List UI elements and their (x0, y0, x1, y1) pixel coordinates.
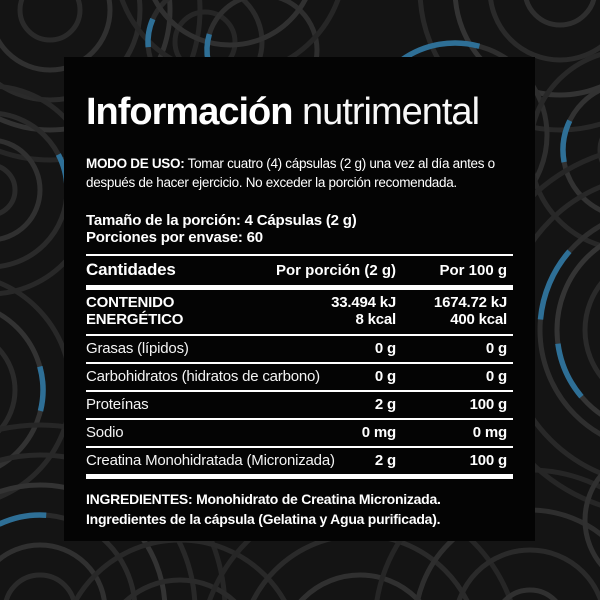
ingredients-text-line1: Monohidrato de Creatina Micronizada. (196, 490, 441, 507)
usage-label: MODO DE USO: (86, 155, 185, 171)
servings-per-container: Porciones por envase: 60 (86, 229, 263, 247)
ingredients-text-line2: Ingredientes de la cápsula (Gelatina y A… (86, 510, 441, 527)
usage-instructions: MODO DE USO: Tomar cuatro (4) cápsulas (… (86, 154, 513, 193)
table-row-creatine: Creatina Monohidratada (Micronizada) 2 g… (86, 448, 513, 479)
ingredients-section: INGREDIENTES: Monohidrato de Creatina Mi… (86, 490, 513, 529)
energy-label: CONTENIDO ENERGÉTICO (86, 293, 184, 328)
energy-per-serving: 33.494 kJ 8 kcal (331, 293, 396, 328)
table-row-energy: CONTENIDO ENERGÉTICO 33.494 kJ 8 kcal 16… (86, 290, 513, 336)
table-row-fats: Grasas (lípidos) 0 g 0 g (86, 336, 513, 364)
usage-text-line2: después de hacer ejercicio. No exceder l… (86, 175, 457, 191)
table-row-sodium: Sodio 0 mg 0 mg (86, 420, 513, 448)
header-per-100g: Por 100 g (439, 261, 507, 279)
header-quantities: Cantidades (86, 259, 176, 279)
title-regular: nutrimental (302, 91, 480, 133)
energy-per-100g: 1674.72 kJ 400 kcal (433, 293, 507, 328)
table-header-row: Cantidades Por porción (2 g) Por 100 g (86, 253, 513, 290)
nutrition-table: Cantidades Por porción (2 g) Por 100 g C… (86, 253, 513, 479)
page-title: Información nutrimental (86, 93, 513, 132)
table-row-proteins: Proteínas 2 g 100 g (86, 392, 513, 420)
nutrition-label-panel: Información nutrimental MODO DE USO: Tom… (64, 57, 535, 541)
header-per-serving: Por porción (2 g) (276, 261, 396, 279)
title-bold: Información (86, 91, 293, 133)
serving-size: Tamaño de la porción: 4 Cápsulas (2 g) (86, 211, 357, 229)
serving-info: Tamaño de la porción: 4 Cápsulas (2 g) P… (86, 212, 513, 247)
table-row-carbohydrates: Carbohidratos (hidratos de carbono) 0 g … (86, 364, 513, 392)
usage-text-line1: Tomar cuatro (4) cápsulas (2 g) una vez … (187, 155, 496, 171)
ingredients-label: INGREDIENTES: (86, 490, 193, 507)
